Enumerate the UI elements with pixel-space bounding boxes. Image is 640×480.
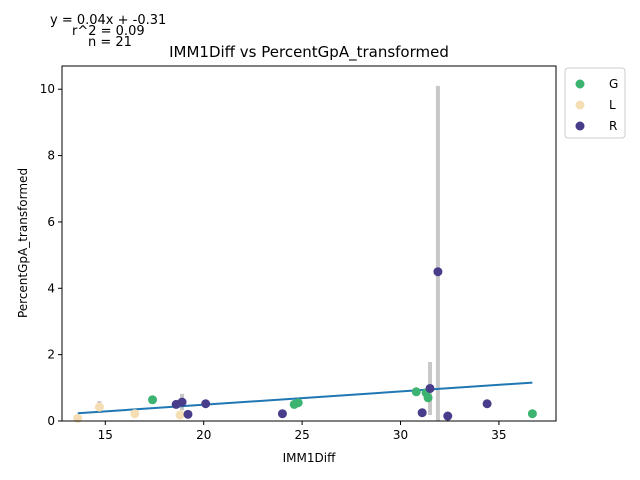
y-tick-label: 2 [47,348,55,362]
y-tick-label: 4 [47,281,55,295]
data-point-r [443,411,453,421]
x-axis-label: IMM1Diff [283,451,336,465]
y-tick-label: 10 [40,82,55,96]
plot-area [73,85,537,423]
legend-label-l: L [609,98,616,112]
chart-title: IMM1Diff vs PercentGpA_transformed [169,43,449,62]
y-tick-label: 6 [47,215,55,229]
legend-label-g: G [609,77,618,91]
data-point-r [201,399,211,409]
x-tick-label: 35 [491,428,506,442]
data-point-r [433,267,443,277]
x-tick-label: 15 [98,428,113,442]
legend: GLR [564,67,626,139]
data-point-r [177,397,187,407]
data-point-l [130,409,140,419]
regression-equation: y = 0.04x + -0.31 [50,13,167,28]
x-tick-label: 30 [393,428,408,442]
data-point-g [148,395,158,405]
y-tick-label: 8 [47,149,55,163]
data-point-r [277,409,287,419]
data-point-g [411,387,421,397]
data-point-g [293,398,303,408]
data-point-r [425,383,435,393]
plot-frame [61,65,557,422]
trend-line [77,381,533,415]
axes: 15 20 25 30 35 0 2 4 6 8 10 [40,82,507,442]
legend-marker-l [575,100,585,110]
data-point-l [94,402,104,412]
legend-marker-r [575,121,585,131]
sample-size-label: n = 21 [88,35,132,50]
data-point-r [482,399,492,409]
y-axis-label: PercentGpA_transformed [16,168,30,318]
y-tick-label: 0 [47,414,55,428]
data-point-r [417,408,427,418]
legend-label-r: R [609,119,617,133]
x-tick-label: 20 [196,428,211,442]
data-point-g [527,409,537,419]
data-point-r [183,409,193,419]
x-tick-label: 25 [294,428,309,442]
data-point-l [175,410,185,420]
data-point-g [423,393,433,403]
legend-marker-g [575,79,585,89]
r-squared-label: r^2 = 0.09 [72,24,145,39]
